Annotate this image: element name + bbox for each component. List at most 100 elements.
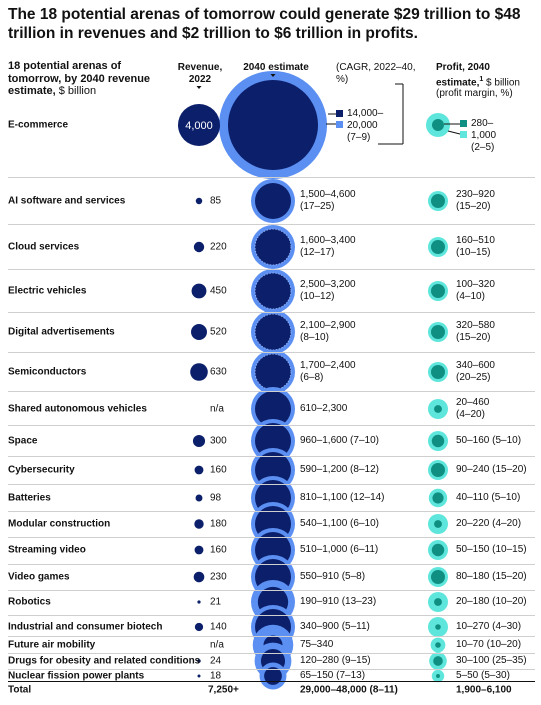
revenue-label: 21 — [210, 596, 222, 608]
row-divider — [8, 636, 535, 637]
revenue-header-pointer — [196, 86, 202, 89]
row-divider — [8, 615, 535, 616]
revenue-label: 220 — [210, 241, 227, 253]
revenue-bubble — [194, 622, 204, 632]
estimate-label: 2,500–3,200 (10–12) — [300, 279, 356, 303]
revenue-label: 520 — [210, 326, 227, 338]
profit-label: 340–600 (20–25) — [456, 360, 495, 384]
estimate-low-bubble — [254, 353, 292, 391]
legend-low-swatch — [336, 110, 343, 117]
profit-range: 20–460 — [456, 397, 490, 408]
profit-low-bubble — [431, 570, 445, 584]
arena-label: Modular construction — [8, 518, 111, 530]
profit-low-bubble — [431, 365, 445, 379]
estimate-header-pointer — [270, 74, 276, 77]
row-divider — [8, 456, 535, 457]
revenue-column-header: Revenue, 2022 — [177, 62, 223, 85]
profit-margin: (15–20) — [456, 332, 491, 343]
profit-label: 20–220 (4–20) — [456, 518, 522, 529]
revenue-bubble — [197, 600, 201, 604]
cagr-note: (CAGR, 2022–40, %) — [336, 62, 416, 85]
profit-label: 10–270 (4–30) — [456, 621, 522, 632]
revenue-bubble — [194, 465, 204, 475]
profit-header-unit: $ billion (profit margin, %) — [436, 76, 520, 100]
legend-profit-high-swatch — [460, 131, 467, 138]
revenue-label: 24 — [210, 655, 222, 667]
row-divider — [8, 484, 535, 485]
estimate-low-bubble — [254, 272, 292, 310]
profit-label: 160–510 (10–15) — [456, 235, 495, 259]
profit-label: 230–920 (15–20) — [456, 189, 495, 213]
profit-low-bubble — [432, 119, 444, 131]
profit-label: 5–50 (5–30) — [456, 670, 510, 681]
legend-high-swatch — [336, 121, 343, 128]
profit-footnote-marker: 1 — [479, 75, 484, 83]
row-divider — [8, 391, 535, 392]
profit-range: 230–920 — [456, 189, 495, 200]
row-divider — [8, 352, 535, 353]
estimate-range: 1,700–2,400 — [300, 360, 356, 371]
revenue-bubble — [193, 241, 205, 253]
estimate-label: 190–910 (13–23) — [300, 596, 377, 607]
arena-label: Cybersecurity — [8, 464, 75, 476]
arena-label: E-commerce — [8, 119, 69, 131]
row-divider — [8, 425, 535, 426]
profit-label: 320–580 (15–20) — [456, 320, 495, 344]
estimate-label: 610–2,300 — [300, 403, 347, 415]
arena-label: Future air mobility — [8, 639, 96, 651]
estimate-label: 340–900 (5–11) — [300, 621, 370, 632]
arena-label: Semiconductors — [8, 366, 87, 378]
revenue-bubble — [194, 545, 204, 555]
row-divider — [8, 511, 535, 512]
profit-margin: (4–10) — [456, 291, 485, 302]
arena-label: Video games — [8, 571, 70, 583]
estimate-range: 610–2,300 — [300, 403, 348, 414]
legend-profit-low-swatch — [460, 120, 467, 127]
total-divider — [8, 681, 535, 682]
profit-low-bubble — [431, 240, 445, 254]
estimate-low-bubble — [228, 80, 318, 170]
profit-label: 40–110 (5–10) — [456, 492, 521, 503]
revenue-bubble — [190, 363, 208, 381]
profit-low-bubble — [431, 434, 445, 448]
subtitle-unit: $ billion — [55, 85, 97, 97]
arena-label: Nuclear fission power plants — [8, 670, 145, 682]
profit-margin: (15–20) — [456, 201, 491, 212]
revenue-label: 300 — [210, 435, 227, 447]
estimate-cagr: (17–25) — [300, 201, 335, 212]
revenue-bubble — [195, 197, 203, 205]
estimate-low-bubble — [255, 183, 291, 219]
profit-range: 160–510 — [456, 235, 495, 246]
total-label: Total — [8, 684, 32, 696]
estimate-range: 2,100–2,900 — [300, 320, 356, 331]
revenue-label: 160 — [210, 464, 227, 476]
revenue-bubble — [193, 571, 205, 583]
row-divider — [8, 269, 535, 270]
estimate-label: 1,700–2,400 (6–8) — [300, 360, 356, 384]
revenue-label: 630 — [210, 366, 227, 378]
row-divider — [8, 653, 535, 654]
estimate-label: 65–150 (7–13) — [300, 670, 366, 681]
arena-label: Robotics — [8, 596, 51, 608]
revenue-bubble — [191, 324, 207, 340]
revenue-label: 140 — [210, 621, 227, 633]
estimate-range: 1,600–3,400 — [300, 235, 356, 246]
row-divider — [8, 312, 535, 313]
revenue-bubble — [191, 283, 207, 299]
revenue-label: n/a — [210, 403, 224, 415]
profit-label: 50–150 (10–15) — [456, 544, 527, 555]
estimate-label: 550–910 (5–8) — [300, 571, 366, 582]
revenue-bubble — [197, 659, 201, 663]
legend-profit-low: 280– — [471, 118, 494, 129]
estimate-cagr: (10–12) — [300, 291, 335, 302]
profit-low-bubble — [431, 194, 445, 208]
legend-estimate-high: 20,000 — [347, 120, 378, 131]
estimate-cagr: (12–17) — [300, 247, 335, 258]
row-divider — [8, 537, 535, 538]
profit-header-bold: Profit, 2040 estimate, — [436, 62, 490, 88]
estimate-label: 960–1,600 (7–10) — [300, 435, 379, 446]
estimate-low-bubble — [254, 228, 292, 266]
profit-range: 340–600 — [456, 360, 495, 371]
revenue-bubble — [192, 434, 206, 448]
arena-label: Cloud services — [8, 241, 80, 253]
